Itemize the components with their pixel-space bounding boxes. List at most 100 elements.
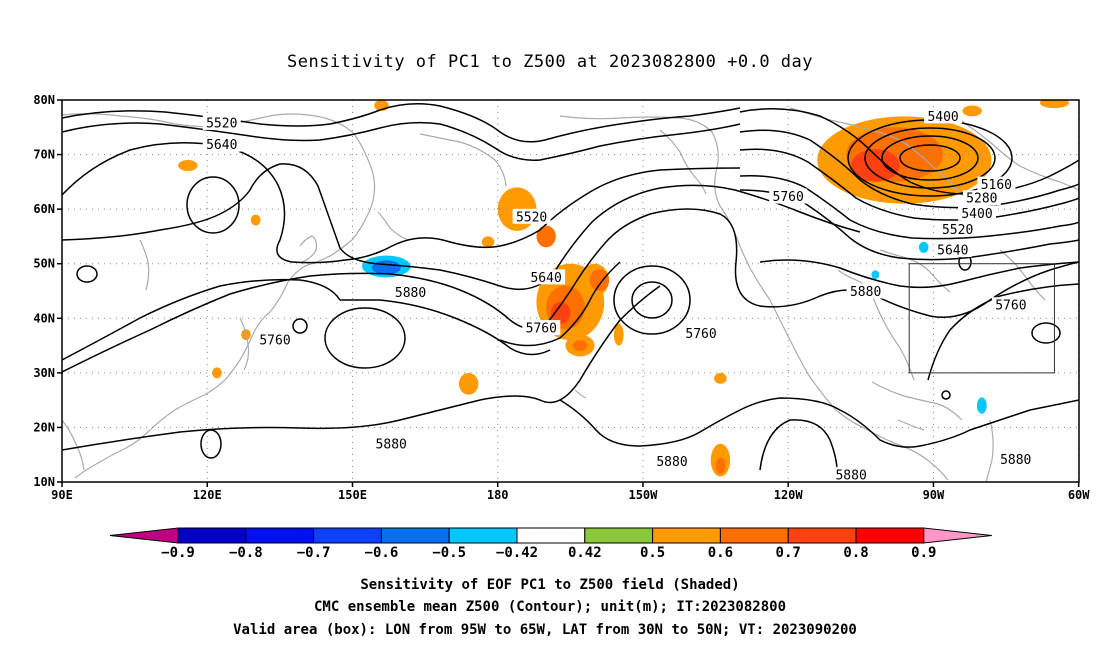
colorbar-tick-label: −0.42 <box>496 545 538 561</box>
sensitivity-patch <box>458 372 479 395</box>
contour-label: 5880 <box>1000 453 1031 468</box>
contour-label: 5760 <box>526 322 557 337</box>
colorbar-tick-label: −0.9 <box>161 545 195 561</box>
z500-contours <box>62 103 1079 482</box>
lat-tick-label: 60N <box>33 202 55 216</box>
contour-label-bg <box>512 208 551 224</box>
lat-tick-label: 20N <box>33 420 55 434</box>
colorbar-segment <box>448 527 518 544</box>
sensitivity-patch <box>212 367 222 379</box>
colorbar-tick-label: 0.7 <box>776 545 801 561</box>
colorbar-tick-label: −0.6 <box>365 545 399 561</box>
colorbar-tick-label: −0.7 <box>297 545 331 561</box>
contour-label-bg <box>991 297 1030 313</box>
caption-contour: CMC ensemble mean Z500 (Contour); unit(m… <box>314 599 786 615</box>
contour-label: 5760 <box>773 190 804 205</box>
sensitivity-patch <box>715 457 726 474</box>
sensitivity-patch <box>536 225 556 248</box>
sensitivity-patch <box>589 269 610 292</box>
contour-label-bg <box>996 451 1035 467</box>
colorbar-segment <box>516 527 586 544</box>
contour-label-bg <box>958 205 996 221</box>
sensitivity-patch <box>613 323 624 346</box>
contour-label: 5760 <box>995 299 1026 314</box>
colorbar-tick-label: −0.8 <box>229 545 263 561</box>
sensitivity-patch <box>977 397 987 414</box>
figure-title: Sensitivity of PC1 to Z500 at 2023082800… <box>287 52 813 72</box>
contour-label-bg <box>977 176 1016 192</box>
contour-label-bg <box>933 242 972 258</box>
contour-label: 5520 <box>942 223 973 238</box>
lat-tick-label: 70N <box>33 148 55 162</box>
lon-tick-label: 120E <box>193 488 222 502</box>
contour-label: 5880 <box>850 285 881 300</box>
contour-label-bg <box>769 188 808 204</box>
lon-tick-label: 180 <box>487 488 509 502</box>
lon-tick-label: 90E <box>51 488 73 502</box>
colorbar-tick-label: 0.5 <box>640 545 665 561</box>
sensitivity-patch <box>851 149 900 182</box>
sensitivity-patch <box>1039 100 1069 109</box>
sensitivity-patch <box>178 160 198 171</box>
sensitivity-patch <box>550 301 571 324</box>
contour-label: 5280 <box>966 192 997 207</box>
colorbar-segment <box>855 527 925 544</box>
contour-label-bg <box>962 190 1001 206</box>
colorbar-segment <box>313 527 382 544</box>
colorbar-tick-label: 0.6 <box>708 545 733 561</box>
contour-label-bg <box>202 136 241 152</box>
colorbar-segment <box>719 527 789 544</box>
sensitivity-patch <box>918 241 929 253</box>
contour-label-bg <box>682 325 721 341</box>
sensitivity-patch <box>250 214 261 226</box>
contour-label: 5520 <box>516 210 547 225</box>
colorbar-tick-label: 0.8 <box>843 545 868 561</box>
contour-label-bg <box>527 269 566 285</box>
colorbar-segment <box>380 527 450 544</box>
contour-labels: 5520564054005160528054005520564057605520… <box>202 108 1035 482</box>
contour-label: 5880 <box>395 286 426 301</box>
sensitivity-patch <box>481 236 495 248</box>
sensitivity-patch <box>572 340 588 352</box>
colorbar-segment <box>245 527 315 544</box>
axis-ticks <box>57 99 1080 487</box>
lat-tick-label: 80N <box>33 93 55 107</box>
lon-tick-label: 120W <box>774 488 804 502</box>
contour-label: 5400 <box>961 207 992 222</box>
contour-label: 5400 <box>927 110 958 125</box>
caption-valid-area: Valid area (box): LON from 95W to 65W, L… <box>233 622 857 638</box>
contour-label-bg <box>522 320 561 336</box>
lon-tick-label: 150E <box>338 488 367 502</box>
colorbar-labels: −0.9 −0.8 −0.7 −0.6 −0.5 −0.42 0.42 0.5 0.6 0.7 0.… <box>161 545 936 561</box>
contour-label-bg <box>924 108 963 124</box>
contour-label: 5160 <box>981 178 1012 193</box>
contour-label-bg <box>372 435 411 451</box>
lat-tick-label: 30N <box>33 366 55 380</box>
colorbar-segment <box>177 527 247 544</box>
contour-label-bg <box>256 332 295 348</box>
colorbar <box>109 527 992 544</box>
contour-label-bg <box>832 466 871 482</box>
colorbar-extend-high <box>923 527 992 544</box>
colorbar-extend-low <box>109 527 179 544</box>
colorbar-tick-label: 0.42 <box>568 545 602 561</box>
sensitivity-shading <box>178 100 1069 477</box>
sensitivity-patch <box>714 372 727 384</box>
lat-tick-label: 10N <box>33 475 55 489</box>
sensitivity-patch <box>371 260 401 275</box>
lat-tick-label: 40N <box>33 311 55 325</box>
contour-label-bg <box>391 284 430 300</box>
contour-label: 5640 <box>530 271 561 286</box>
contour-label-bg <box>202 114 241 130</box>
colorbar-segment <box>652 527 721 544</box>
colorbar-segment <box>787 527 857 544</box>
colorbar-tick-label: 0.9 <box>911 545 936 561</box>
contour-label: 5520 <box>206 116 237 131</box>
contour-label: 5640 <box>206 138 237 153</box>
contour-label-bg <box>938 221 977 237</box>
contour-label: 5640 <box>937 244 968 259</box>
colorbar-tick-label: −0.5 <box>432 545 466 561</box>
contour-label-bg <box>653 453 691 469</box>
contour-label: 5760 <box>259 334 290 349</box>
